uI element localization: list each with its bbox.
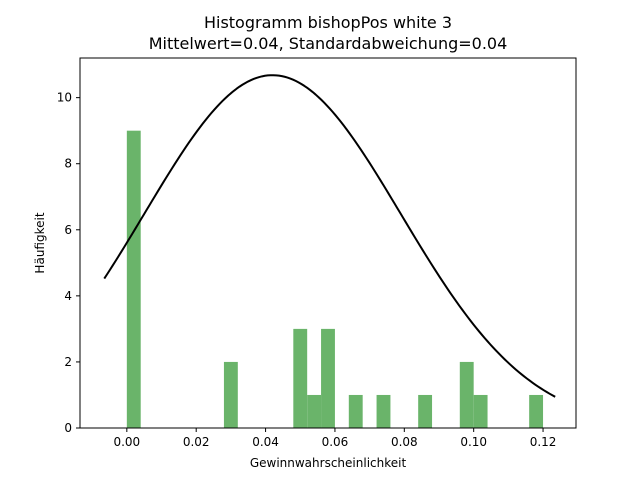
histogram-bar [529, 394, 544, 428]
y-axis-ticks: 0 2 4 6 8 10 [57, 91, 80, 435]
x-tick-label: 0.10 [460, 435, 487, 449]
y-axis-label: Häufigkeit [33, 212, 47, 273]
histogram-bar [293, 328, 308, 428]
chart-subtitle: Mittelwert=0.04, Standardabweichung=0.04 [149, 34, 508, 53]
y-tick-label: 4 [64, 289, 72, 303]
histogram-bar [418, 394, 433, 428]
histogram-bar [321, 328, 335, 428]
normal-curve-layer [103, 74, 556, 398]
y-tick-label: 8 [64, 157, 72, 171]
histogram-bars [126, 130, 544, 428]
plot-frame [79, 57, 577, 429]
chart-title: Histogramm bishopPos white 3 [204, 13, 452, 32]
histogram-bar [307, 394, 322, 428]
y-tick-label: 0 [64, 421, 72, 435]
histogram-bar [126, 130, 141, 428]
histogram-bar [473, 394, 488, 428]
y-tick-label: 6 [64, 223, 72, 237]
histogram-bar [223, 361, 238, 428]
x-tick-label: 0.06 [322, 435, 349, 449]
y-tick-label: 2 [64, 355, 72, 369]
x-axis-ticks: 0.00 0.02 0.04 0.06 0.08 0.10 0.12 [113, 428, 556, 449]
x-tick-label: 0.02 [183, 435, 210, 449]
y-tick-label: 10 [57, 91, 72, 105]
histogram-bar [348, 394, 363, 428]
x-tick-label: 0.00 [113, 435, 140, 449]
x-tick-label: 0.08 [391, 435, 418, 449]
x-tick-label: 0.04 [252, 435, 279, 449]
normal-distribution-curve [103, 74, 556, 398]
x-axis-label: Gewinnwahrscheinlichkeit [250, 456, 407, 470]
histogram-bar [459, 361, 474, 428]
histogram-bar [376, 394, 391, 428]
x-tick-label: 0.12 [530, 435, 557, 449]
